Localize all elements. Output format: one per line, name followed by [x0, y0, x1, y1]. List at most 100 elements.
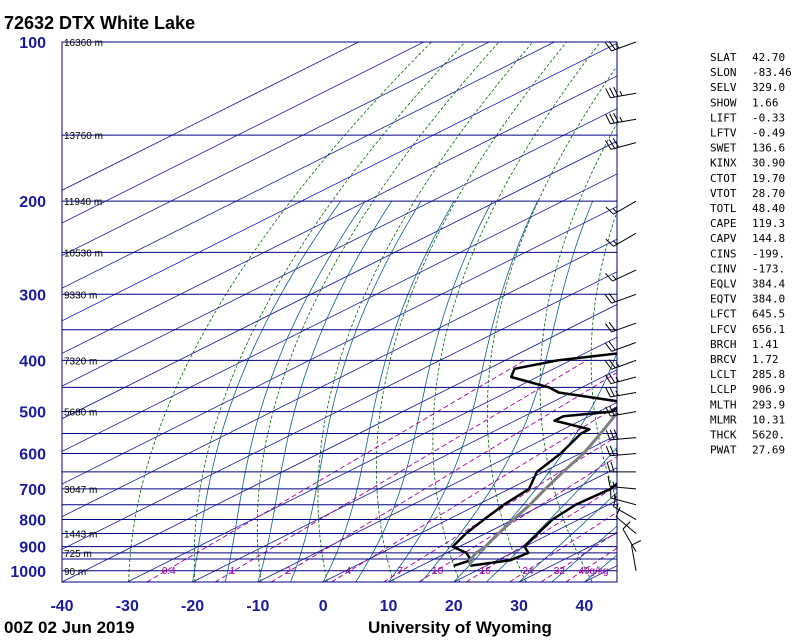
dry-adiabat-line — [256, 42, 500, 582]
moist-adiabat-line — [551, 525, 617, 582]
index-value: 119.3 — [752, 217, 785, 230]
index-value: -199. — [752, 247, 785, 260]
wind-barb — [604, 341, 637, 352]
isotherm-line — [62, 206, 617, 485]
sounding-traces — [451, 352, 617, 567]
mixing-ratio-label: 16 — [480, 566, 492, 577]
mixing-ratio-label: 2 — [286, 566, 292, 577]
isotherm-line — [62, 75, 617, 354]
index-name: MLTH — [710, 398, 737, 411]
height-label: 13760 m — [64, 131, 103, 142]
isotherm-line — [62, 42, 359, 191]
temperature-tick-label: 0 — [319, 598, 328, 615]
wind-barb — [605, 429, 637, 441]
mixing-ratio-labels: 0.4 1 2 4 7 10 16 24 32 40g/kg — [162, 566, 609, 577]
wind-barb — [612, 496, 637, 520]
index-value: 10.31 — [752, 413, 785, 426]
moist-adiabat-line — [486, 446, 617, 582]
dry-adiabat-line — [193, 42, 466, 582]
wind-barb — [604, 321, 637, 333]
temperature-tick-label: -40 — [50, 598, 73, 615]
index-value: 19.70 — [752, 172, 785, 185]
stability-indices: SLAT 42.70 SLON -83.46 SELV 329.0 SHOW 1.66 LIFT… — [710, 51, 792, 457]
temperature-tick-label: 40 — [575, 598, 593, 615]
isotherm-line — [62, 42, 424, 224]
parcel-trace — [468, 410, 617, 566]
wind-barb — [604, 293, 637, 304]
index-value: 28.70 — [752, 187, 785, 200]
index-name: LFCV — [710, 323, 737, 336]
temperature-tick-label: 30 — [510, 598, 528, 615]
index-name: CINV — [710, 262, 737, 275]
pressure-tick-label: 200 — [19, 194, 46, 211]
isotherm-line — [453, 499, 617, 582]
dry-adiabat-line — [590, 210, 617, 502]
mixing-ratio-line — [270, 372, 617, 582]
index-value: 384.4 — [752, 278, 785, 291]
index-value: 906.9 — [752, 383, 785, 396]
index-value: 1.66 — [752, 96, 779, 109]
wind-barbs — [604, 40, 642, 571]
isotherm-line — [62, 304, 617, 582]
isotherm-line — [192, 369, 617, 582]
moist-adiabat-line — [322, 201, 455, 582]
wind-barb — [604, 40, 637, 52]
index-value: 329.0 — [752, 81, 785, 94]
dry-adiabat-line — [375, 42, 567, 582]
index-name: CTOT — [710, 172, 737, 185]
wind-barb — [604, 359, 637, 370]
index-value: 27.69 — [752, 444, 785, 457]
isotherm-line — [62, 173, 617, 452]
index-name: CAPE — [710, 217, 737, 230]
isotherm-line — [323, 434, 617, 582]
pressure-tick-label: 1000 — [10, 564, 46, 581]
dry-adiabat-line — [432, 42, 601, 582]
moist-adiabat-line — [355, 201, 493, 582]
index-name: KINX — [710, 157, 737, 170]
index-value: 48.40 — [752, 202, 785, 215]
height-label: 90 m — [64, 567, 86, 578]
index-value: 5620. — [752, 429, 785, 442]
index-name: SHOW — [710, 96, 737, 109]
height-label: 10530 m — [64, 248, 103, 259]
index-name: EQTV — [710, 293, 737, 306]
mixing-ratio-label: 4 — [346, 566, 352, 577]
height-label: 5680 m — [64, 408, 97, 419]
temperature-tick-label: 20 — [445, 598, 463, 615]
moist-adiabat-line — [224, 200, 366, 582]
mixing-ratio-label: 24 — [522, 566, 534, 577]
index-name: EQLV — [710, 278, 737, 291]
mixing-ratio-line — [146, 360, 525, 582]
height-label: 7320 m — [64, 356, 97, 367]
observation-time: 00Z 02 Jun 2019 — [4, 618, 134, 637]
isobar-lines — [62, 42, 617, 572]
isotherm-line — [62, 140, 617, 420]
wind-barb — [605, 200, 637, 215]
wind-barb — [604, 138, 637, 150]
index-value: 30.90 — [752, 157, 785, 170]
index-name: TOTL — [710, 202, 737, 215]
moist-adiabat-line — [420, 201, 593, 582]
moist-adiabat-line — [192, 200, 341, 582]
index-value: 1.72 — [752, 353, 779, 366]
wind-barb — [605, 112, 637, 125]
height-label: 11940 m — [64, 197, 102, 208]
mixing-ratio-line — [214, 360, 587, 582]
pressure-tick-label: 300 — [19, 287, 46, 304]
height-labels: 16360 m 13760 m 11940 m 10530 m 9330 m 7320 m… — [64, 38, 103, 578]
mixing-ratio-line — [383, 435, 617, 582]
height-label: 725 m — [64, 549, 92, 560]
index-value: 136.6 — [752, 142, 785, 155]
index-name: SLON — [710, 66, 737, 79]
height-label: 3047 m — [64, 485, 97, 496]
mixing-ratio-line — [466, 484, 617, 582]
dry-adiabat-line — [539, 122, 617, 582]
dry-adiabat-line — [128, 42, 432, 582]
mixing-ratio-label: 40g/kg — [578, 566, 608, 577]
mixing-ratio-label: 1 — [230, 566, 236, 577]
temperature-tick-label: -10 — [246, 598, 269, 615]
index-name: LCLT — [710, 368, 737, 381]
index-name: LFTV — [710, 127, 737, 140]
mixing-ratio-line — [540, 531, 617, 582]
